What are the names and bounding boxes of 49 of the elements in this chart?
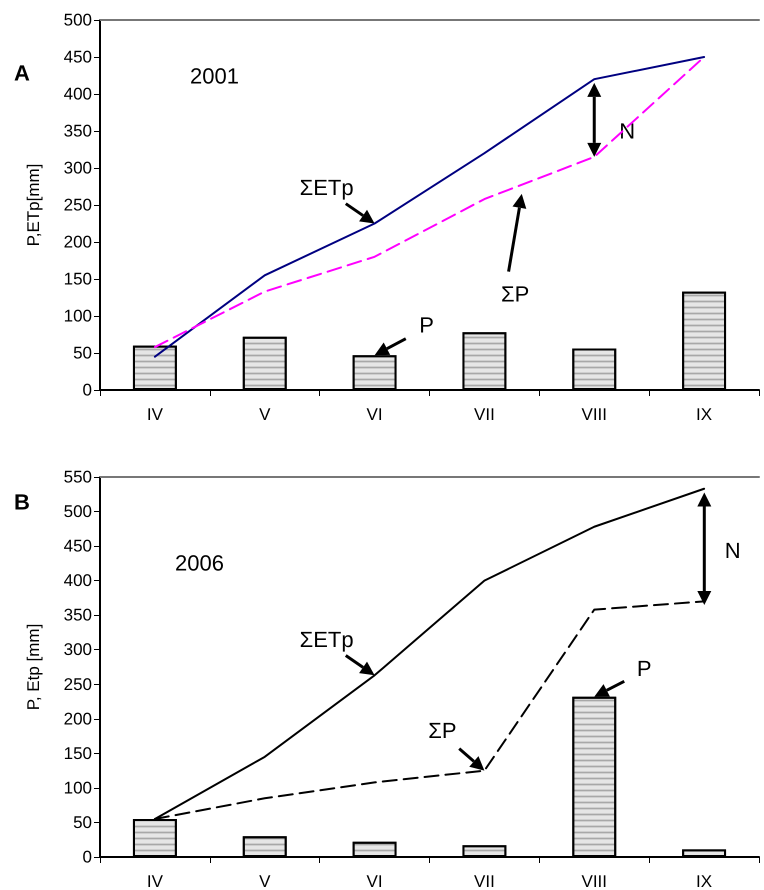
y-axis-title: P, Etp [mm]: [24, 624, 43, 710]
x-tick-label: V: [259, 405, 272, 424]
y-tick-label: 550: [64, 468, 92, 486]
y-tick-label: 50: [73, 344, 92, 362]
y-tick-label: 450: [64, 536, 92, 556]
y-tick-label: 200: [64, 709, 92, 728]
y-tick-label: 150: [64, 744, 92, 763]
y-tick-label: 300: [64, 158, 92, 178]
y-tick-label: 200: [64, 232, 92, 252]
y-tick-label: 350: [64, 122, 92, 140]
annotation: N: [619, 118, 636, 144]
x-tick-label: IX: [696, 405, 712, 424]
y-tick-label: 0: [82, 380, 92, 400]
y-tick-label: 500: [64, 502, 92, 522]
y-tick-label: 100: [64, 306, 92, 326]
y-tick-label: 250: [64, 196, 92, 214]
annotation: P: [419, 312, 434, 338]
annotation: ΣETp: [300, 626, 354, 652]
annotation: ΣP: [501, 281, 530, 306]
x-tick-label: VIII: [581, 405, 608, 424]
y-tick-label: 300: [64, 640, 92, 660]
y-tick-label: 50: [73, 812, 92, 832]
annotation: 2001: [190, 64, 239, 88]
y-tick-label: 100: [64, 778, 92, 798]
text: B: [14, 490, 30, 514]
y-tick-label: 500: [64, 10, 92, 30]
y-tick-label: 450: [64, 48, 92, 66]
text: A: [14, 60, 30, 86]
x-tick-label: V: [259, 872, 272, 890]
y-tick-label: 150: [64, 270, 92, 288]
y-axis-title: P,ETp[mm]: [24, 164, 43, 246]
x-tick-label: IV: [146, 405, 164, 424]
annotation: ΣP: [428, 718, 457, 744]
annotation: P: [636, 656, 652, 682]
y-tick-label: 400: [64, 84, 92, 104]
x-tick-label: VIII: [581, 872, 608, 890]
y-tick-label: 350: [64, 606, 92, 625]
x-tick-label: IX: [696, 872, 712, 890]
y-tick-label: 0: [82, 848, 92, 866]
x-tick-label: VII: [474, 872, 495, 890]
annotation: N: [724, 538, 741, 564]
y-tick-label: 250: [64, 674, 92, 694]
x-tick-label: VI: [366, 872, 383, 890]
annotation: ΣETp: [300, 175, 354, 200]
annotation: 2006: [175, 550, 224, 576]
x-tick-label: VII: [474, 405, 495, 424]
x-tick-label: IV: [146, 872, 164, 890]
x-tick-label: VI: [366, 405, 383, 424]
y-tick-label: 400: [64, 571, 92, 590]
